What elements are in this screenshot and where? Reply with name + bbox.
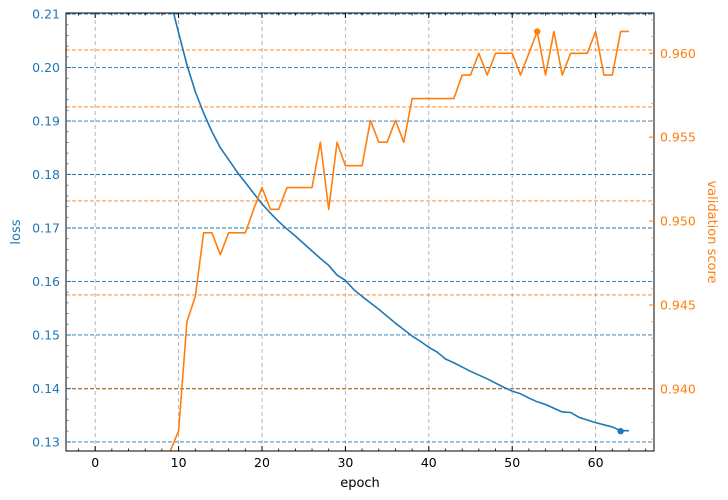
x-tick-label: 40 bbox=[421, 455, 437, 470]
x-tick-label: 30 bbox=[337, 455, 353, 470]
loss-series-line bbox=[172, 13, 629, 432]
y-right-tick-label: 0.960 bbox=[660, 46, 696, 61]
grid-lines bbox=[66, 13, 654, 451]
y-left-tick-label: 0.19 bbox=[32, 114, 60, 129]
y-right-tick-label: 0.950 bbox=[660, 214, 696, 229]
y-left-tick-label: 0.16 bbox=[32, 274, 60, 289]
y-left-tick-label: 0.21 bbox=[32, 7, 60, 22]
x-tick-label: 20 bbox=[254, 455, 270, 470]
x-tick-label: 60 bbox=[588, 455, 604, 470]
y-left-axis-label: loss bbox=[9, 219, 24, 244]
y-right-axis-label: validation score bbox=[704, 180, 719, 283]
validation-series-line bbox=[169, 30, 629, 451]
validation-best-marker bbox=[534, 28, 541, 35]
x-tick-label: 0 bbox=[91, 455, 99, 470]
plot-series bbox=[169, 13, 629, 451]
y-left-tick-label: 0.17 bbox=[32, 220, 60, 235]
loss-best-marker bbox=[617, 428, 624, 435]
y-right-tick-label: 0.955 bbox=[660, 130, 696, 145]
y-left-tick-label: 0.13 bbox=[32, 434, 60, 449]
plot-border bbox=[65, 12, 655, 452]
y-left-tick-label: 0.14 bbox=[32, 381, 60, 396]
y-right-tick-label: 0.940 bbox=[660, 381, 696, 396]
y-left-tick-label: 0.18 bbox=[32, 167, 60, 182]
axis-ticks: 0 10 20 30 40 50 60 0.13 0.14 0.15 0.16 0.17 0.18 0.1… bbox=[32, 7, 696, 470]
y-left-tick-label: 0.20 bbox=[32, 60, 60, 75]
y-right-tick-label: 0.945 bbox=[660, 298, 696, 313]
y-left-tick-label: 0.15 bbox=[32, 327, 60, 342]
x-tick-label: 10 bbox=[171, 455, 187, 470]
x-tick-label: 50 bbox=[504, 455, 520, 470]
x-axis-label: epoch bbox=[340, 476, 380, 491]
plot-frame bbox=[65, 12, 655, 452]
